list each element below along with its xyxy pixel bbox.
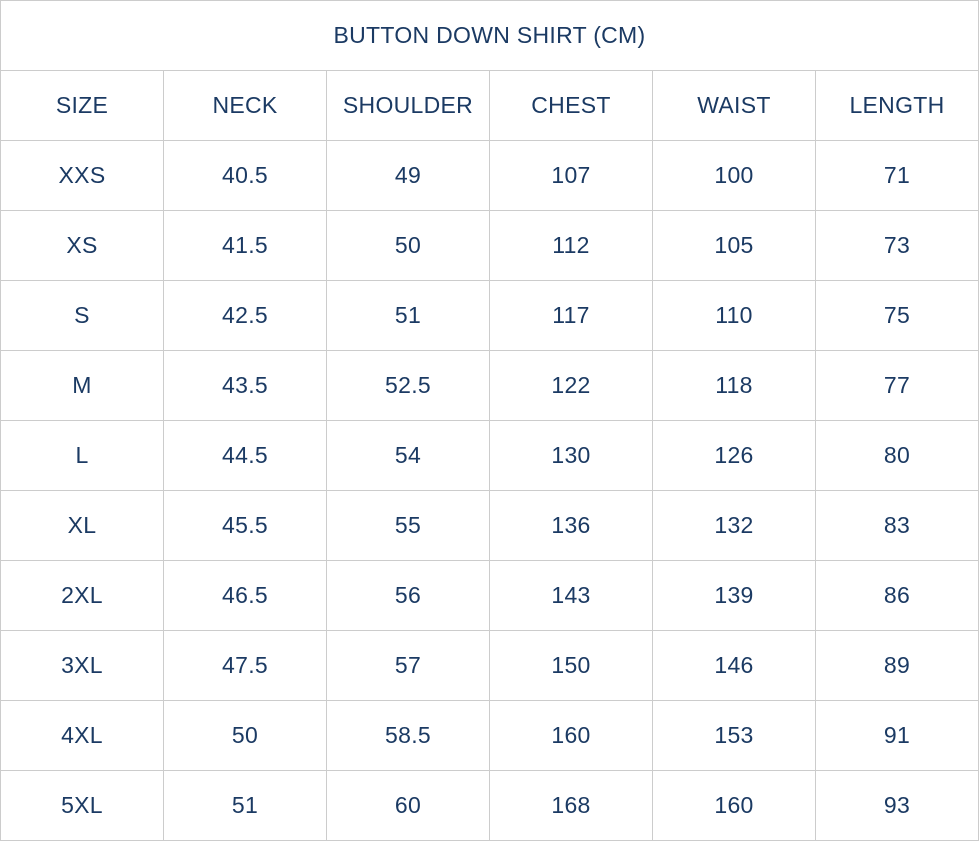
measurement-cell: 160 <box>489 700 653 771</box>
measurement-cell: 117 <box>489 280 653 351</box>
measurement-cell: 71 <box>815 140 979 211</box>
size-chart-body: XXS 40.5 49 107 100 71 XS 41.5 50 112 105 73 S 42.5 51… <box>0 140 979 841</box>
size-label-cell: XXS <box>0 140 164 211</box>
measurement-cell: 168 <box>489 770 653 841</box>
size-label-cell: L <box>0 420 164 491</box>
measurement-cell: 40.5 <box>163 140 327 211</box>
measurement-cell: 91 <box>815 700 979 771</box>
measurement-cell: 139 <box>652 560 816 631</box>
measurement-cell: 130 <box>489 420 653 491</box>
measurement-cell: 83 <box>815 490 979 561</box>
measurement-cell: 60 <box>326 770 490 841</box>
measurement-cell: 100 <box>652 140 816 211</box>
measurement-cell: 43.5 <box>163 350 327 421</box>
size-chart-head: BUTTON DOWN SHIRT (CM) SIZE NECK SHOULDER C… <box>0 0 979 141</box>
column-header: CHEST <box>489 70 653 141</box>
table-row: 5XL 51 60 168 160 93 <box>0 770 979 841</box>
size-label-cell: XS <box>0 210 164 281</box>
table-row: S 42.5 51 117 110 75 <box>0 280 979 351</box>
table-row: XS 41.5 50 112 105 73 <box>0 210 979 281</box>
measurement-cell: 50 <box>326 210 490 281</box>
measurement-cell: 47.5 <box>163 630 327 701</box>
measurement-cell: 110 <box>652 280 816 351</box>
measurement-cell: 143 <box>489 560 653 631</box>
measurement-cell: 46.5 <box>163 560 327 631</box>
measurement-cell: 89 <box>815 630 979 701</box>
measurement-cell: 52.5 <box>326 350 490 421</box>
measurement-cell: 107 <box>489 140 653 211</box>
measurement-cell: 86 <box>815 560 979 631</box>
size-label-cell: 5XL <box>0 770 164 841</box>
measurement-cell: 44.5 <box>163 420 327 491</box>
measurement-cell: 122 <box>489 350 653 421</box>
column-header: NECK <box>163 70 327 141</box>
table-row: 4XL 50 58.5 160 153 91 <box>0 700 979 771</box>
measurement-cell: 118 <box>652 350 816 421</box>
column-header: LENGTH <box>815 70 979 141</box>
measurement-cell: 58.5 <box>326 700 490 771</box>
table-row: M 43.5 52.5 122 118 77 <box>0 350 979 421</box>
size-label-cell: 4XL <box>0 700 164 771</box>
table-row: 3XL 47.5 57 150 146 89 <box>0 630 979 701</box>
measurement-cell: 55 <box>326 490 490 561</box>
measurement-cell: 56 <box>326 560 490 631</box>
measurement-cell: 112 <box>489 210 653 281</box>
measurement-cell: 153 <box>652 700 816 771</box>
size-label-cell: S <box>0 280 164 351</box>
measurement-cell: 73 <box>815 210 979 281</box>
title-row: BUTTON DOWN SHIRT (CM) <box>0 0 979 71</box>
measurement-cell: 51 <box>326 280 490 351</box>
measurement-cell: 160 <box>652 770 816 841</box>
table-row: 2XL 46.5 56 143 139 86 <box>0 560 979 631</box>
measurement-cell: 126 <box>652 420 816 491</box>
measurement-cell: 132 <box>652 490 816 561</box>
column-header: SHOULDER <box>326 70 490 141</box>
measurement-cell: 57 <box>326 630 490 701</box>
measurement-cell: 136 <box>489 490 653 561</box>
size-label-cell: XL <box>0 490 164 561</box>
measurement-cell: 75 <box>815 280 979 351</box>
size-label-cell: M <box>0 350 164 421</box>
measurement-cell: 54 <box>326 420 490 491</box>
measurement-cell: 150 <box>489 630 653 701</box>
column-header: WAIST <box>652 70 816 141</box>
column-header: SIZE <box>0 70 164 141</box>
size-label-cell: 3XL <box>0 630 164 701</box>
table-row: XXS 40.5 49 107 100 71 <box>0 140 979 211</box>
measurement-cell: 42.5 <box>163 280 327 351</box>
measurement-cell: 105 <box>652 210 816 281</box>
measurement-cell: 51 <box>163 770 327 841</box>
measurement-cell: 49 <box>326 140 490 211</box>
measurement-cell: 80 <box>815 420 979 491</box>
chart-title: BUTTON DOWN SHIRT (CM) <box>0 0 979 71</box>
measurement-cell: 93 <box>815 770 979 841</box>
measurement-cell: 146 <box>652 630 816 701</box>
header-row: SIZE NECK SHOULDER CHEST WAIST LENGTH <box>0 70 979 141</box>
measurement-cell: 45.5 <box>163 490 327 561</box>
table-row: L 44.5 54 130 126 80 <box>0 420 979 491</box>
measurement-cell: 50 <box>163 700 327 771</box>
size-label-cell: 2XL <box>0 560 164 631</box>
measurement-cell: 77 <box>815 350 979 421</box>
measurement-cell: 41.5 <box>163 210 327 281</box>
table-row: XL 45.5 55 136 132 83 <box>0 490 979 561</box>
